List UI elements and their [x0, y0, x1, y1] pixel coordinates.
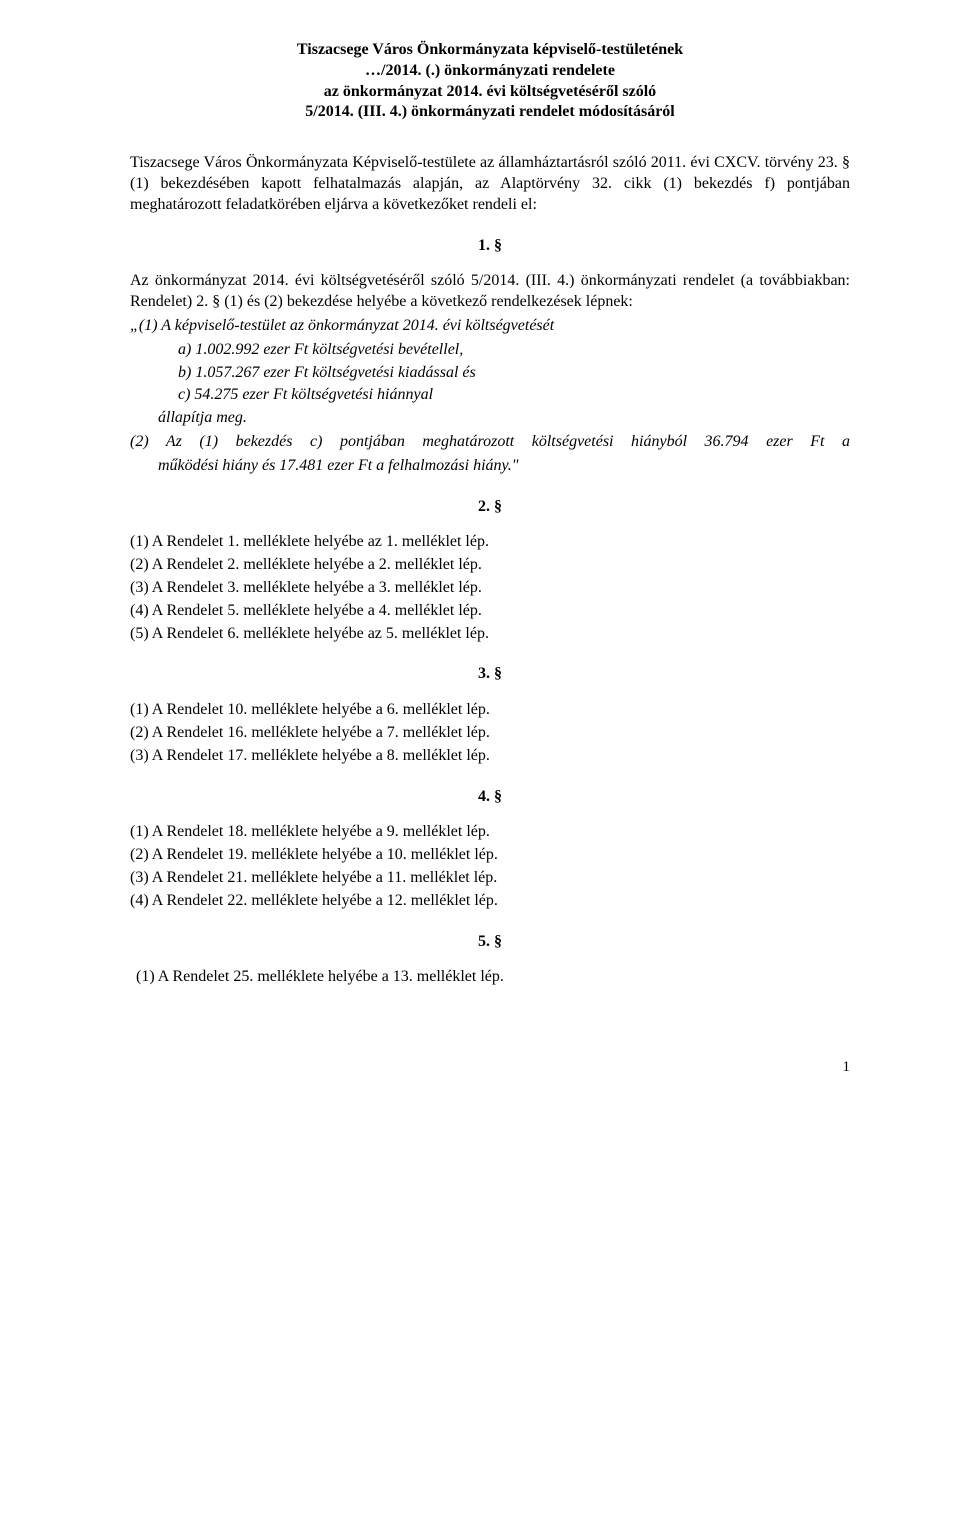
header-line-1: Tiszacsege Város Önkormányzata képviselő…	[130, 40, 850, 61]
section-1-item-a: a) 1.002.992 ezer Ft költségvetési bevét…	[178, 340, 850, 361]
section-1-p2-line1: (2) Az (1) bekezdés c) pontjában meghatá…	[130, 432, 850, 453]
section-4-list: (1) A Rendelet 18. melléklete helyébe a …	[130, 822, 850, 911]
list-item: (2) A Rendelet 16. melléklete helyébe a …	[130, 723, 850, 744]
header-line-2: …/2014. (.) önkormányzati rendelete	[130, 61, 850, 82]
list-item: (1) A Rendelet 18. melléklete helyébe a …	[130, 822, 850, 843]
list-item: (3) A Rendelet 21. melléklete helyébe a …	[130, 868, 850, 889]
section-1-body: Az önkormányzat 2014. évi költségvetésér…	[130, 271, 850, 476]
section-2-number: 2. §	[130, 497, 850, 518]
list-item: (5) A Rendelet 6. melléklete helyébe az …	[130, 624, 850, 645]
intro-paragraph: Tiszacsege Város Önkormányzata Képviselő…	[130, 153, 850, 215]
section-3-number: 3. §	[130, 664, 850, 685]
list-item: (1) A Rendelet 1. melléklete helyébe az …	[130, 532, 850, 553]
list-item: (1) A Rendelet 25. melléklete helyébe a …	[130, 967, 850, 988]
section-1-p2-line2: működési hiány és 17.481 ezer Ft a felha…	[130, 456, 850, 477]
document-header: Tiszacsege Város Önkormányzata képviselő…	[130, 40, 850, 123]
section-5-number: 5. §	[130, 932, 850, 953]
list-item: (3) A Rendelet 17. melléklete helyébe a …	[130, 746, 850, 767]
section-5-list: (1) A Rendelet 25. melléklete helyébe a …	[130, 967, 850, 988]
section-1-quote-open: „(1) A képviselő-testület az önkormányza…	[130, 316, 850, 337]
section-1-allapitja: állapítja meg.	[130, 408, 850, 429]
section-1-item-c: c) 54.275 ezer Ft költségvetési hiánnyal	[178, 385, 850, 406]
section-3-list: (1) A Rendelet 10. melléklete helyébe a …	[130, 700, 850, 766]
section-1-sublist: a) 1.002.992 ezer Ft költségvetési bevét…	[130, 340, 850, 406]
list-item: (2) A Rendelet 2. melléklete helyébe a 2…	[130, 555, 850, 576]
list-item: (4) A Rendelet 5. melléklete helyébe a 4…	[130, 601, 850, 622]
page-number: 1	[130, 1058, 850, 1078]
section-2-list: (1) A Rendelet 1. melléklete helyébe az …	[130, 532, 850, 644]
section-1-lead: Az önkormányzat 2014. évi költségvetésér…	[130, 271, 850, 313]
list-item: (4) A Rendelet 22. melléklete helyébe a …	[130, 891, 850, 912]
list-item: (1) A Rendelet 10. melléklete helyébe a …	[130, 700, 850, 721]
header-line-4: 5/2014. (III. 4.) önkormányzati rendelet…	[130, 102, 850, 123]
list-item: (2) A Rendelet 19. melléklete helyébe a …	[130, 845, 850, 866]
section-1-number: 1. §	[130, 236, 850, 257]
header-line-3: az önkormányzat 2014. évi költségvetésér…	[130, 82, 850, 103]
section-4-number: 4. §	[130, 787, 850, 808]
section-1-item-b: b) 1.057.267 ezer Ft költségvetési kiadá…	[178, 363, 850, 384]
list-item: (3) A Rendelet 3. melléklete helyébe a 3…	[130, 578, 850, 599]
